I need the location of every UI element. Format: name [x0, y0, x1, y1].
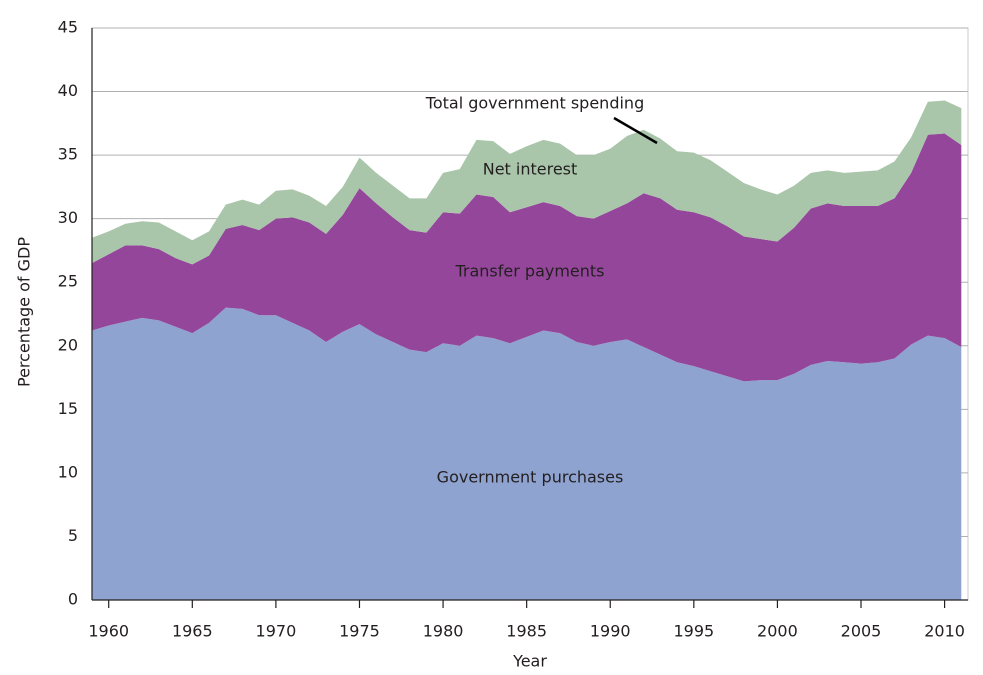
annotation: Total government spending — [425, 94, 644, 113]
y-tick-label: 25 — [58, 272, 78, 291]
labels: Government purchases Transfer payments Net… — [437, 160, 624, 487]
x-tick-label: 1985 — [506, 622, 547, 641]
y-tick-label: 0 — [68, 590, 78, 609]
annotation-leader — [613, 116, 658, 145]
x-tick-label: 1960 — [88, 622, 129, 641]
x-tick-label: 1980 — [423, 622, 464, 641]
x-tick-label: 2005 — [841, 622, 882, 641]
y-tick-label: 45 — [58, 18, 78, 37]
area — [92, 133, 962, 382]
series-label: Transfer payments — [454, 262, 604, 281]
y-tick-label: 40 — [58, 81, 78, 100]
areas — [92, 100, 962, 600]
y-tick-label: 10 — [58, 462, 78, 481]
x-tick-label: 1975 — [339, 622, 380, 641]
area — [92, 307, 962, 600]
y-tick-label: 30 — [58, 208, 78, 227]
area — [92, 100, 962, 265]
x-tick-label: 1990 — [590, 622, 631, 641]
series-label: Government purchases — [437, 468, 624, 487]
y-axis-title: Percentage of GDP — [15, 237, 34, 387]
series-label: Net interest — [483, 160, 578, 179]
x-axis-title: Year — [512, 652, 547, 671]
y-tick-label: 20 — [58, 335, 78, 354]
x-tick-label: 2000 — [757, 622, 798, 641]
y-tick-label: 15 — [58, 399, 78, 418]
x-tick-label: 2010 — [924, 622, 965, 641]
y-tick-label: 35 — [58, 145, 78, 164]
x-tick-label: 1965 — [172, 622, 213, 641]
x-tick-label: 1970 — [256, 622, 297, 641]
x-tick-label: 1995 — [673, 622, 714, 641]
y-tick-label: 5 — [68, 526, 78, 545]
